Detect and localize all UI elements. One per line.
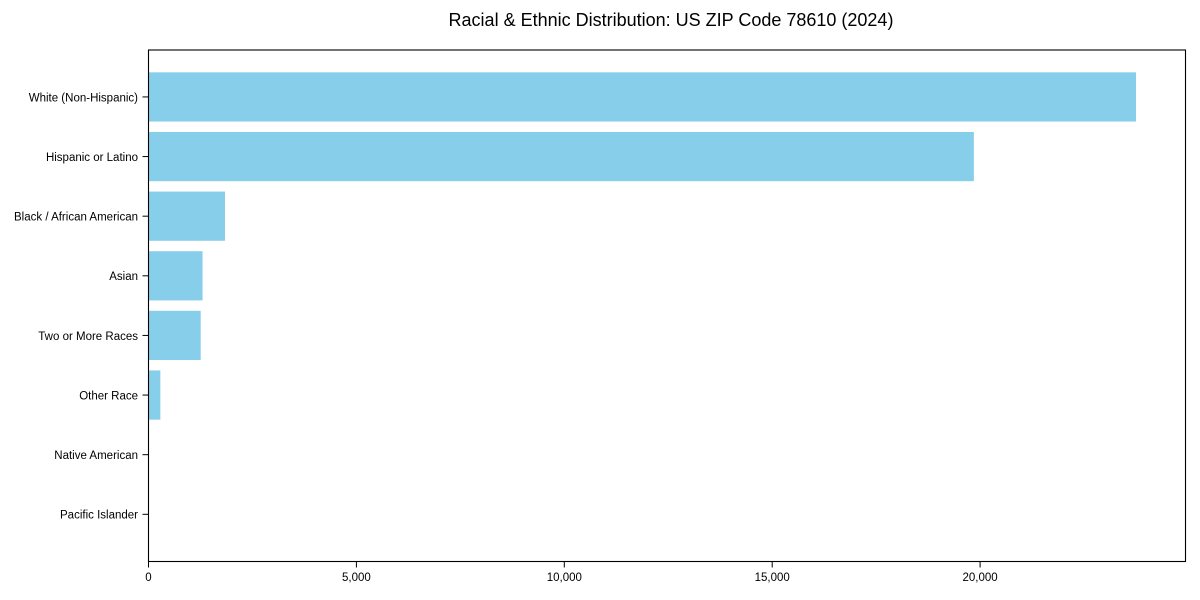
svg-text:White (Non-Hispanic): White (Non-Hispanic) bbox=[29, 92, 138, 104]
svg-text:Black / African American: Black / African American bbox=[14, 212, 138, 224]
svg-text:Native American: Native American bbox=[54, 450, 138, 462]
svg-text:0: 0 bbox=[145, 572, 151, 584]
svg-text:Racial & Ethnic Distribution:: Racial & Ethnic Distribution: US ZIP Cod… bbox=[449, 10, 894, 30]
svg-text:15,000: 15,000 bbox=[755, 572, 790, 584]
svg-text:Two or More Races: Two or More Races bbox=[38, 331, 138, 343]
svg-text:20,000: 20,000 bbox=[963, 572, 998, 584]
svg-text:Hispanic or Latino: Hispanic or Latino bbox=[46, 152, 138, 164]
svg-text:Other Race: Other Race bbox=[79, 390, 138, 402]
svg-text:10,000: 10,000 bbox=[547, 572, 582, 584]
svg-text:Asian: Asian bbox=[109, 271, 138, 283]
svg-text:Pacific Islander: Pacific Islander bbox=[60, 510, 138, 522]
svg-text:5,000: 5,000 bbox=[342, 572, 371, 584]
